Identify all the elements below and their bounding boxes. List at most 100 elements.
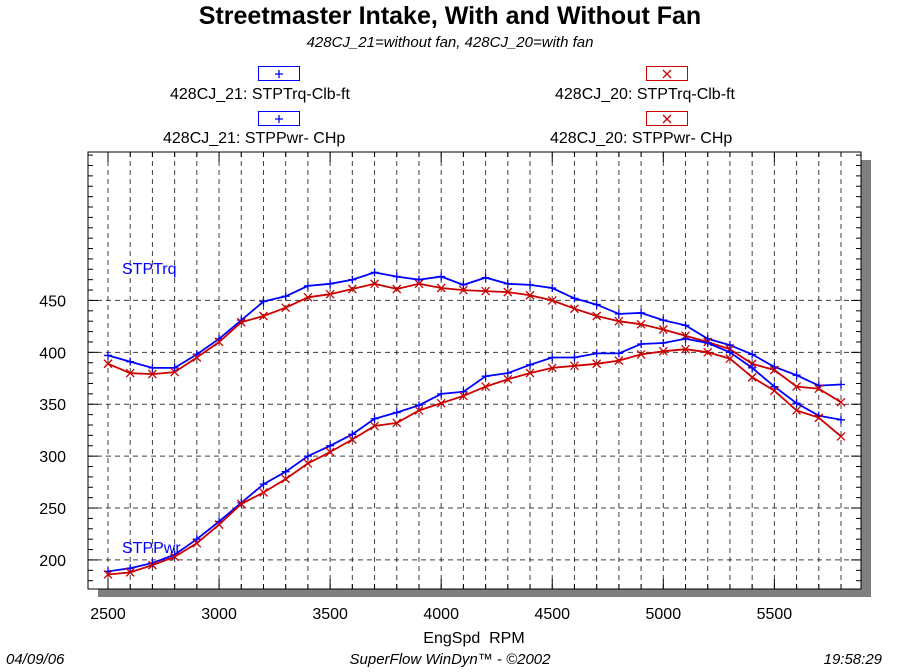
data-point	[126, 564, 135, 573]
data-point	[525, 290, 535, 300]
y-tick-label: 350	[39, 397, 66, 414]
tick-labels: 2500 3000 3500 4000 4500 5000 5500 200 250 300 350…	[39, 293, 792, 623]
x-axis-label: EngSpd RPM	[423, 630, 524, 647]
data-point	[614, 356, 624, 366]
data-point	[570, 353, 579, 362]
data-point	[236, 317, 246, 327]
data-point	[637, 340, 646, 349]
data-point	[437, 272, 446, 281]
legend-marker-cj21-torque	[258, 66, 300, 81]
data-point	[370, 279, 380, 289]
data-point	[725, 341, 734, 350]
data-point	[170, 552, 180, 562]
data-point	[681, 344, 690, 354]
data-point	[569, 361, 579, 371]
data-point	[547, 363, 557, 373]
data-point	[392, 408, 401, 417]
legend-glyph	[662, 69, 672, 79]
data-point	[681, 334, 690, 343]
data-point	[569, 304, 579, 314]
data-point	[592, 311, 602, 321]
data-point	[769, 365, 779, 375]
data-point	[147, 560, 157, 570]
data-point	[437, 389, 446, 398]
data-point	[236, 499, 246, 509]
data-point	[325, 447, 335, 457]
data-point	[614, 349, 623, 358]
data-point	[503, 369, 512, 378]
series-line	[107, 337, 842, 573]
series-0	[103, 268, 846, 390]
data-point	[814, 413, 824, 423]
chart-subtitle: 428CJ_21=without fan, 428CJ_20=with fan	[306, 34, 594, 51]
data-point	[681, 321, 690, 330]
data-point	[636, 349, 646, 359]
legend-label-cj20-torque: 428CJ_20: STPTrq-Clb-ft	[555, 86, 735, 103]
data-point	[770, 382, 779, 391]
legend-label-cj21-torque: 428CJ_21: STPTrq-Clb-ft	[170, 86, 350, 103]
series-line	[107, 282, 842, 403]
data-point	[370, 421, 380, 431]
data-point	[659, 338, 668, 347]
data-point	[214, 520, 224, 530]
data-point	[392, 272, 401, 281]
y-tick-label: 200	[39, 553, 66, 570]
data-point	[592, 300, 601, 309]
data-point	[769, 386, 779, 396]
data-point	[347, 284, 357, 294]
data-point	[459, 387, 468, 396]
data-point	[548, 283, 557, 292]
chart-title: Streetmaster Intake, With and Without Fa…	[198, 2, 702, 30]
data-point	[259, 311, 268, 321]
data-point	[525, 368, 535, 378]
data-point	[414, 406, 424, 415]
x-tick-label: 3500	[312, 606, 348, 623]
series-layer	[103, 268, 846, 579]
footer-date: 04/09/06	[6, 651, 65, 668]
data-point	[170, 363, 179, 372]
legend-label-cj21-power: 428CJ_21: STPPwr- CHp	[163, 130, 346, 147]
data-point	[526, 360, 535, 369]
data-point	[458, 285, 468, 295]
data-point	[148, 363, 157, 372]
data-point	[147, 369, 157, 379]
data-point	[592, 359, 602, 369]
data-point	[725, 348, 734, 357]
data-point	[281, 292, 290, 301]
x-tick-label: 3000	[201, 606, 237, 623]
data-point	[192, 538, 202, 548]
data-point	[658, 325, 668, 334]
x-tick-label: 4500	[534, 606, 570, 623]
data-point	[703, 347, 713, 357]
data-point	[436, 398, 446, 408]
data-point	[658, 346, 668, 356]
data-point	[103, 351, 112, 360]
grid	[88, 152, 861, 589]
data-point	[792, 399, 801, 408]
curve-label-torque: STPTrq	[122, 261, 177, 278]
data-point	[636, 319, 646, 329]
data-point	[481, 273, 490, 282]
data-point	[414, 279, 424, 289]
x-tick-label: 4000	[423, 606, 459, 623]
data-point	[614, 316, 624, 326]
data-point	[836, 431, 846, 441]
data-point	[414, 275, 423, 284]
data-point	[481, 286, 491, 296]
x-tick-label: 5000	[646, 606, 682, 623]
data-point	[748, 350, 757, 359]
data-point	[526, 280, 535, 289]
legend-label-cj20-power: 428CJ_20: STPPwr- CHp	[550, 130, 733, 147]
data-point	[503, 287, 513, 297]
y-tick-label: 300	[39, 449, 66, 466]
data-point	[103, 359, 113, 369]
data-point	[259, 488, 268, 497]
legend-marker-cj21-power	[258, 111, 300, 126]
data-point	[481, 372, 490, 381]
data-point	[814, 384, 824, 394]
data-point	[303, 458, 313, 468]
data-point	[703, 338, 712, 347]
data-point	[326, 441, 335, 450]
data-point	[303, 292, 313, 302]
